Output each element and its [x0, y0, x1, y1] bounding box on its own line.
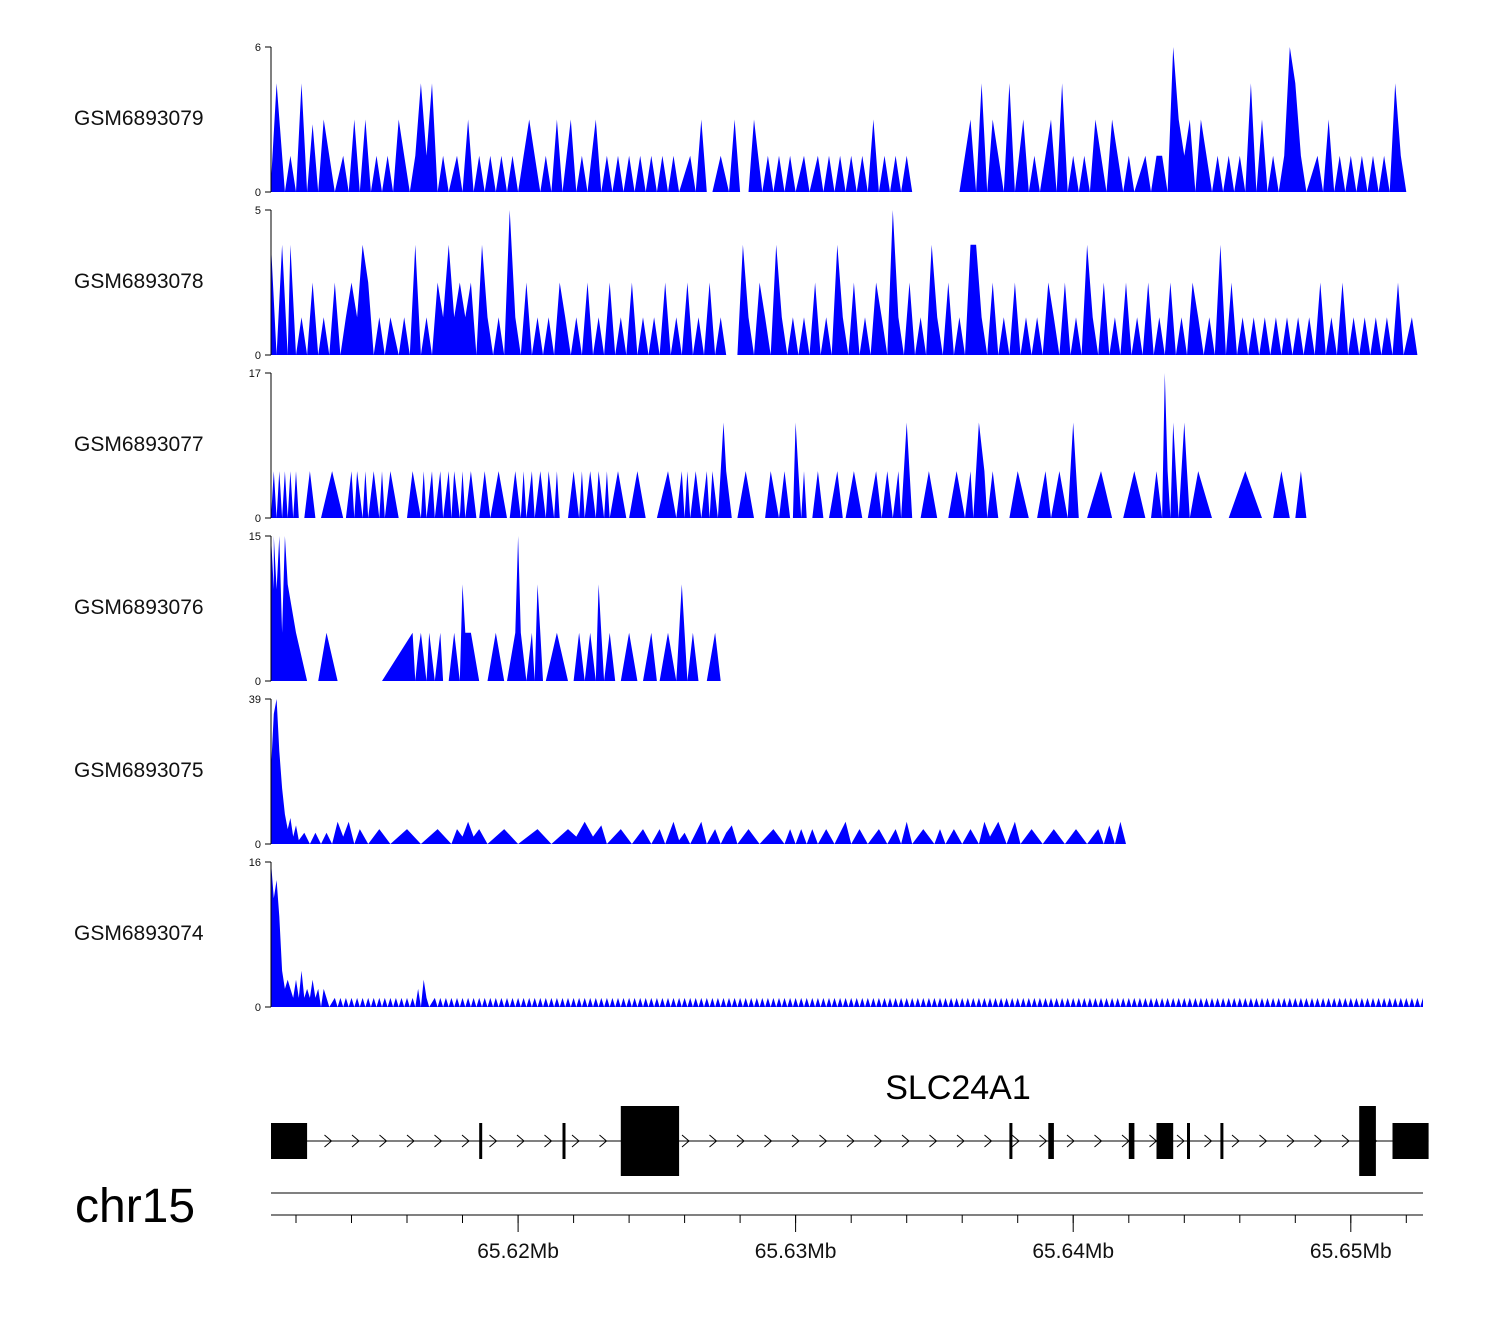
strand-arrow — [324, 1134, 333, 1148]
strand-arrow — [681, 1134, 690, 1148]
chromosome-label: chr15 — [75, 1180, 195, 1233]
strand-arrow — [874, 1134, 883, 1148]
signal-area — [271, 862, 1423, 1007]
y-tick-max-label: 17 — [249, 368, 261, 380]
track-label: GSM6893078 — [74, 270, 204, 293]
track-GSM6893079: 6 0 GSM6893079 — [74, 42, 1407, 199]
strand-arrow — [599, 1134, 608, 1148]
y-tick-zero-label: 0 — [255, 1002, 261, 1014]
gene-track: SLC24A1 — [271, 1069, 1429, 1176]
signal-area — [271, 373, 1307, 518]
strand-arrow — [516, 1134, 525, 1148]
axis-tick-label: 65.62Mb — [477, 1240, 559, 1263]
exon — [1048, 1123, 1054, 1159]
track-GSM6893078: 5 0 GSM6893078 — [74, 205, 1418, 362]
signal-area — [271, 536, 721, 681]
strand-arrow — [571, 1134, 580, 1148]
strand-arrow — [764, 1134, 773, 1148]
y-tick-zero-label: 0 — [255, 676, 261, 688]
strand-arrow — [736, 1134, 745, 1148]
strand-arrow — [901, 1134, 910, 1148]
exon — [1392, 1123, 1429, 1159]
signal-area — [271, 210, 1418, 355]
strand-arrow — [489, 1134, 498, 1148]
track-label: GSM6893074 — [74, 922, 204, 945]
exon — [479, 1123, 483, 1159]
exon — [1156, 1123, 1174, 1159]
track-GSM6893077: 17 0 GSM6893077 — [74, 368, 1307, 525]
strand-arrow — [1011, 1134, 1020, 1148]
strand-arrow — [791, 1134, 800, 1148]
strand-arrow — [351, 1134, 360, 1148]
strand-arrow — [461, 1134, 470, 1148]
axis-tick-label: 65.65Mb — [1310, 1240, 1392, 1263]
genome-axis: 65.62Mb 65.63Mb 65.64Mb 65.65Mb — [271, 1192, 1423, 1263]
exon — [620, 1106, 680, 1176]
exon — [1220, 1123, 1224, 1159]
axis-tick-label: 65.63Mb — [755, 1240, 837, 1263]
strand-arrow — [846, 1134, 855, 1148]
strand-arrow — [1204, 1134, 1213, 1148]
signal-tracks: 6 0 GSM6893079 5 0 GSM6893078 17 0 GSM6893077 15 0… — [74, 42, 1423, 1014]
exon — [271, 1123, 308, 1159]
strand-arrow — [956, 1134, 965, 1148]
signal-area — [271, 699, 1129, 844]
y-tick-max-label: 16 — [249, 857, 261, 869]
y-tick-zero-label: 0 — [255, 513, 261, 525]
track-label: GSM6893077 — [74, 433, 204, 456]
strand-arrow — [1039, 1134, 1048, 1148]
strand-arrow — [929, 1134, 938, 1148]
strand-arrow — [406, 1134, 415, 1148]
axis-tick-label: 65.64Mb — [1032, 1240, 1114, 1263]
exon — [1359, 1106, 1376, 1176]
strand-arrow — [1341, 1134, 1350, 1148]
track-GSM6893074: 16 0 GSM6893074 — [74, 857, 1423, 1014]
strand-arrow — [434, 1134, 443, 1148]
track-label: GSM6893079 — [74, 107, 204, 130]
strand-arrow — [1066, 1134, 1075, 1148]
strand-arrow — [1176, 1134, 1185, 1148]
signal-area — [271, 47, 1407, 192]
y-tick-zero-label: 0 — [255, 187, 261, 199]
track-GSM6893076: 15 0 GSM6893076 — [74, 531, 721, 688]
y-tick-zero-label: 0 — [255, 350, 261, 362]
strand-arrow — [1286, 1134, 1295, 1148]
y-tick-max-label: 5 — [255, 205, 261, 217]
track-GSM6893075: 39 0 GSM6893075 — [74, 694, 1129, 851]
exon — [1128, 1123, 1135, 1159]
strand-arrow — [984, 1134, 993, 1148]
y-tick-max-label: 39 — [249, 694, 261, 706]
strand-arrow — [1314, 1134, 1323, 1148]
strand-arrow — [1231, 1134, 1240, 1148]
track-label: GSM6893075 — [74, 759, 204, 782]
strand-arrow — [1094, 1134, 1103, 1148]
y-tick-zero-label: 0 — [255, 839, 261, 851]
y-tick-max-label: 6 — [255, 42, 261, 54]
gene-name-label: SLC24A1 — [885, 1069, 1031, 1107]
y-tick-max-label: 15 — [249, 531, 261, 543]
strand-arrow — [819, 1134, 828, 1148]
strand-arrow — [544, 1134, 553, 1148]
strand-arrow — [1259, 1134, 1268, 1148]
track-label: GSM6893076 — [74, 596, 204, 619]
strand-arrow — [379, 1134, 388, 1148]
exon — [562, 1123, 566, 1159]
strand-arrow — [709, 1134, 718, 1148]
exon — [1009, 1123, 1013, 1159]
exon — [1187, 1123, 1190, 1159]
